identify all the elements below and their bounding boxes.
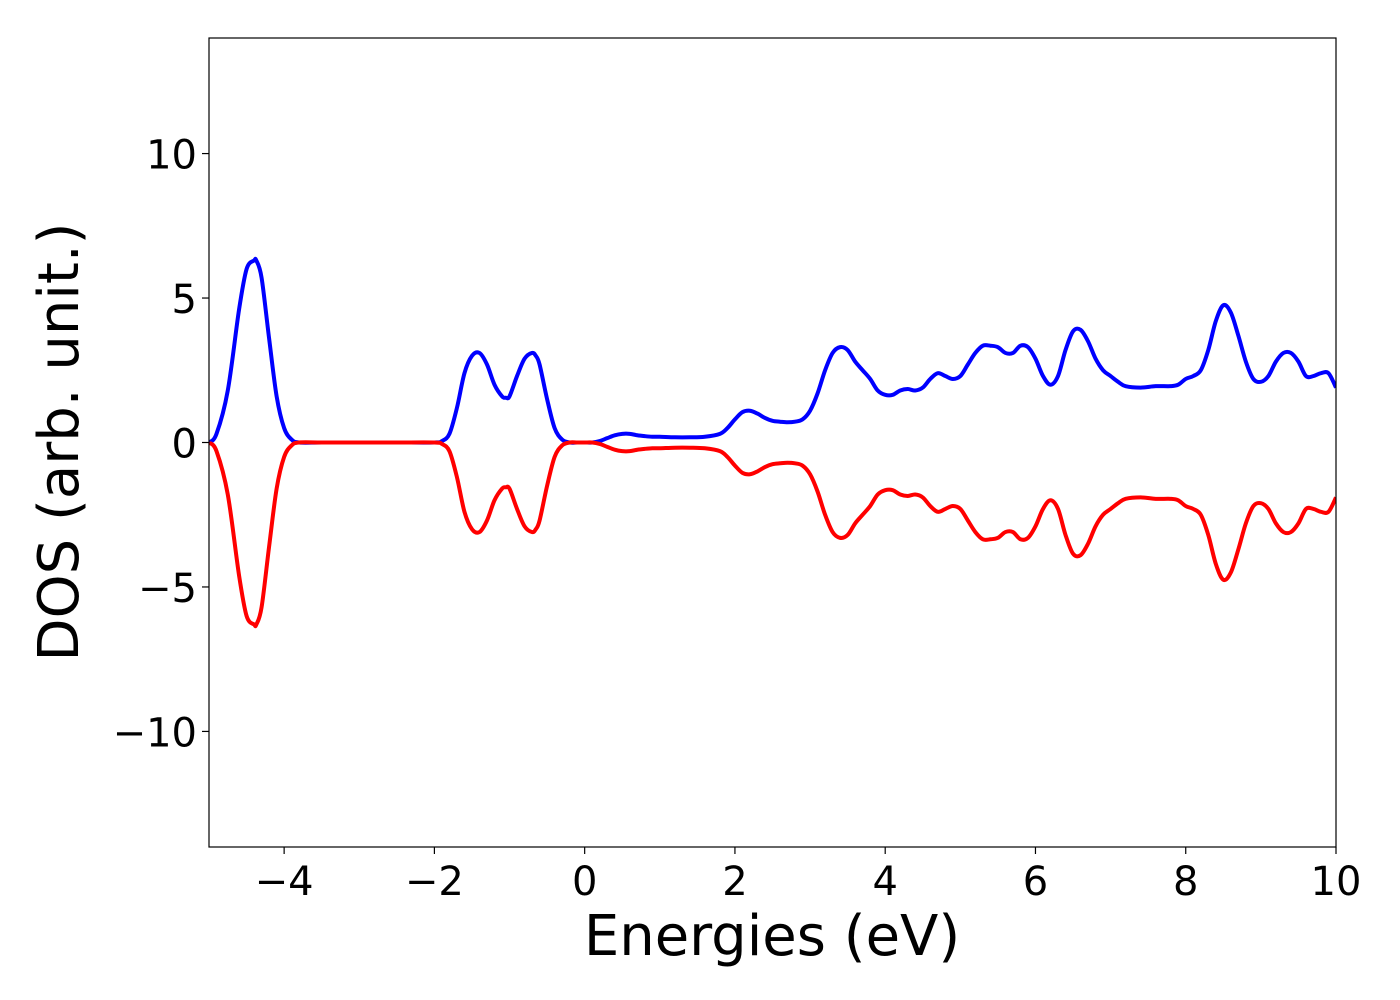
x-axis-label: Energies (eV) [584,904,960,969]
x-axis: −4 −2 0 2 4 6 8 10 [255,847,1362,905]
x-tick-label: −4 [255,859,314,905]
y-axis-label: DOS (arb. unit.) [27,222,92,661]
y-tick-label: 0 [172,422,197,468]
x-tick-label: −2 [405,859,464,905]
x-tick-label: 0 [572,859,597,905]
x-tick-label: 4 [872,859,897,905]
y-tick-label: −5 [138,566,197,612]
x-tick-label: 8 [1173,859,1198,905]
y-tick-label: −10 [113,710,197,756]
dos-line-spin-down [209,440,1336,629]
y-tick-label: 5 [172,277,197,323]
series-layer [209,256,1336,629]
dos-line-spin-up [209,256,1336,445]
x-tick-label: 2 [722,859,747,905]
x-tick-label: 10 [1311,859,1362,905]
y-axis: 10 5 0 −5 −10 [113,133,209,756]
x-tick-label: 6 [1023,859,1048,905]
y-tick-label: 10 [146,133,197,179]
